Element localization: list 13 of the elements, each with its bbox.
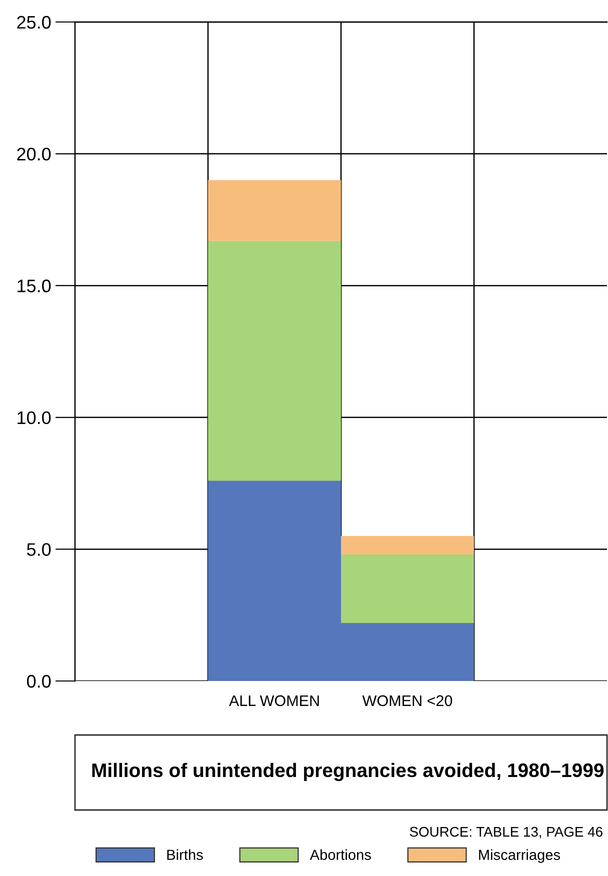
y-tick-label: 15.0 bbox=[18, 280, 51, 292]
y-tick-label: 20.0 bbox=[17, 148, 51, 161]
legend-label: Abortions bbox=[310, 849, 371, 860]
text: Millions of unintended pregnancies avoided, 1980–1999 bbox=[92, 762, 604, 782]
source-note: SOURCE: TABLE 13, PAGE 46 bbox=[410, 826, 602, 838]
legend-label: Births bbox=[167, 849, 203, 860]
x-tick-label: WOMEN <20 bbox=[362, 695, 452, 706]
x-tick-label: ALL WOMEN bbox=[228, 695, 319, 706]
y-tick-label: 0.0 bbox=[26, 674, 51, 688]
y-tick-label: 10.0 bbox=[18, 411, 51, 424]
y-tick-label: 5.0 bbox=[27, 543, 51, 556]
legend-label: Miscarriages bbox=[479, 849, 560, 863]
y-tick-label: 25.0 bbox=[17, 16, 51, 29]
